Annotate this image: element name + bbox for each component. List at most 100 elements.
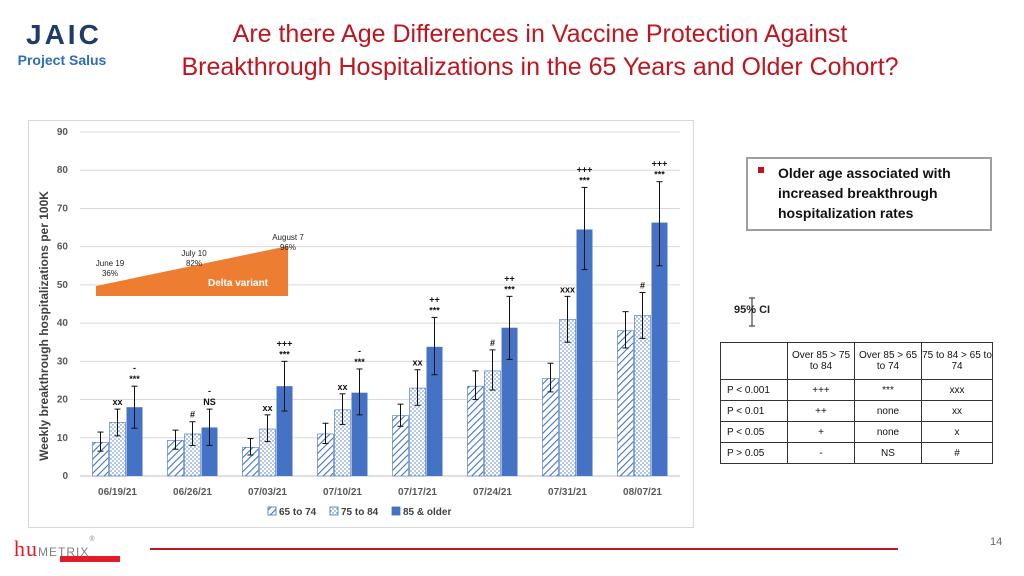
legend-swatch [391, 506, 401, 516]
bar [617, 330, 634, 477]
pvalue-cell: xx [921, 400, 993, 422]
pvalue-header-row: Over 85 > 75 to 84 Over 85 > 65 to 74 75… [720, 342, 993, 380]
y-tick-label: 50 [57, 280, 69, 291]
humetrix-logo-hu: hu [14, 536, 38, 561]
bar [634, 315, 651, 477]
pvalue-cell: NS [854, 442, 922, 464]
error-bars [97, 181, 663, 456]
pvalue-cell: P < 0.05 [720, 421, 788, 443]
significance-label: xxx [560, 284, 575, 294]
significance-label: - [208, 386, 211, 396]
y-tick-label: 30 [57, 356, 69, 367]
slide-title-line-1: Are there Age Differences in Vaccine Pro… [232, 20, 848, 48]
jaic-logo: JAIC [20, 14, 130, 54]
bar [276, 386, 293, 476]
bar [351, 392, 368, 476]
significance-label: # [640, 281, 645, 291]
significance-label: ++ [504, 273, 515, 283]
bar [576, 229, 593, 476]
legend-swatch [267, 506, 277, 516]
y-axis-label: Weekly breakthrough hospitalizations per… [37, 191, 51, 461]
significance-label: *** [354, 357, 365, 367]
slide-title: Are there Age Differences in Vaccine Pro… [110, 18, 970, 84]
pvalue-row: P < 0.01 ++ none xx [720, 400, 993, 422]
significance-label: # [490, 338, 495, 348]
y-tick-label: 90 [57, 127, 69, 138]
y-tick-label: 60 [57, 242, 69, 253]
bar-series [92, 222, 668, 477]
significance-label: xx [112, 397, 122, 407]
legend-swatch [329, 506, 339, 516]
chart-legend: 65 to 74 75 to 84 85 & older [267, 506, 451, 518]
bar [559, 318, 576, 477]
pvalue-cell: none [854, 400, 922, 422]
delta-variant-annotation: Delta variant [96, 246, 288, 296]
pvalue-cell: P < 0.001 [720, 379, 788, 401]
project-salus-label: Project Salus [17, 52, 107, 68]
y-tick-labels: 0 10 20 30 40 50 60 70 80 90 [57, 127, 69, 482]
ci-icon [749, 297, 755, 327]
y-tick-label: 80 [57, 165, 69, 176]
pvalue-cell: none [854, 421, 922, 443]
significance-label: +++ [577, 164, 593, 174]
bar [651, 222, 668, 476]
pvalue-cell: + [787, 421, 855, 443]
y-tick-label: 40 [57, 318, 69, 329]
x-tick-label: 07/03/21 [248, 487, 287, 498]
significance-label: xx [412, 358, 422, 368]
pvalue-cell: xxx [921, 379, 993, 401]
y-tick-label: 0 [62, 471, 68, 482]
milestone-percent: 82% [186, 259, 202, 268]
humetrix-logo-metrix: METRIX [38, 545, 90, 559]
humetrix-logo-underline [60, 556, 120, 562]
bar [426, 346, 443, 476]
pvalue-table: Over 85 > 75 to 84 Over 85 > 65 to 74 75… [720, 342, 993, 464]
pvalue-row: P < 0.05 + none x [720, 421, 993, 443]
trademark-symbol: ® [89, 536, 96, 543]
delta-variant-wedge [96, 246, 288, 296]
bar [126, 407, 143, 476]
pvalue-cell: # [921, 442, 993, 464]
pvalue-cell: - [787, 442, 855, 464]
significance-label: xx [337, 382, 347, 392]
significance-label: *** [654, 170, 665, 180]
pvalue-header-cell: Over 85 > 75 to 84 [787, 342, 855, 380]
footer-rule [150, 548, 898, 550]
slide-title-line-2: Breakthrough Hospitalizations in the 65 … [181, 53, 899, 81]
x-tick-labels: 06/19/21 06/26/21 07/03/21 07/10/21 07/17/21… [98, 487, 662, 498]
significance-label: *** [129, 374, 140, 384]
legend-label: 65 to 74 [279, 507, 317, 518]
significance-label: *** [429, 305, 440, 315]
legend-label: 75 to 84 [341, 507, 379, 518]
significance-label: +++ [652, 159, 668, 169]
humetrix-logo: huMETRIX ® [14, 536, 96, 562]
y-tick-label: 70 [57, 203, 69, 214]
milestone-percent: 36% [102, 269, 118, 278]
y-tick-label: 10 [57, 433, 69, 444]
significance-label: NS [203, 397, 216, 407]
significance-label: +++ [277, 338, 293, 348]
jaic-logo-mark: JAIC [26, 19, 102, 50]
x-tick-label: 07/24/21 [473, 487, 512, 498]
logo-lettering: JAIC [26, 19, 102, 50]
milestone-date: July 10 [181, 249, 207, 258]
significance-label: *** [579, 175, 590, 185]
milestone-date: June 19 [96, 259, 125, 268]
ci-legend-label: 95% CI [734, 304, 771, 316]
milestone-date: August 7 [272, 233, 304, 242]
x-tick-label: 06/19/21 [98, 487, 137, 498]
significance-label: - [358, 346, 361, 356]
significance-label: *** [504, 284, 515, 294]
significance-label: ++ [429, 294, 440, 304]
pvalue-cell: P < 0.01 [720, 400, 788, 422]
pvalue-header-cell [720, 342, 788, 380]
bar-chart: 0 10 20 30 40 50 60 70 80 90 Weekly breakthrough … [37, 127, 680, 518]
pvalue-cell: ++ [787, 400, 855, 422]
bar [501, 327, 518, 476]
y-tick-label: 20 [57, 395, 69, 406]
bar [201, 427, 218, 476]
pvalue-row: P < 0.001 +++ *** xxx [720, 379, 993, 401]
bullet-icon [758, 167, 764, 173]
